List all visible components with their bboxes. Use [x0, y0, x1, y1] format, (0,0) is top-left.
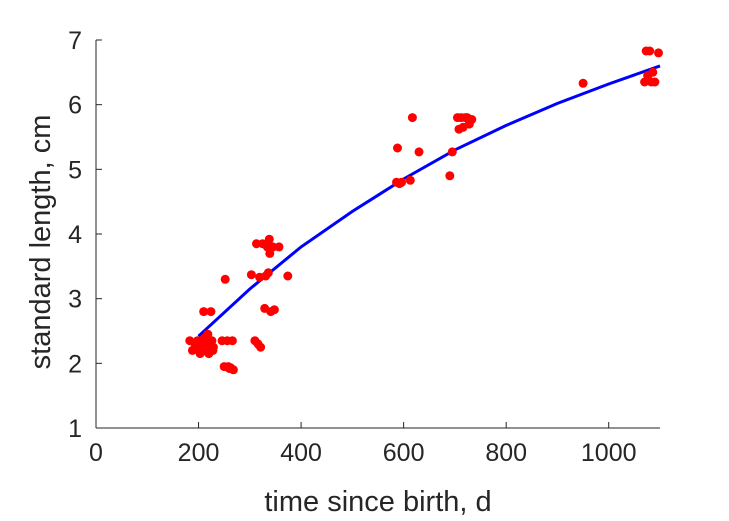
x-ticks: 0 200 400 600 800 1000 — [89, 422, 637, 467]
x-tick-label: 400 — [280, 439, 322, 467]
y-tick-label: 1 — [68, 415, 82, 443]
data-point — [414, 147, 424, 157]
data-point — [445, 171, 455, 181]
x-tick-label: 200 — [178, 439, 220, 467]
y-ticks: 1 2 3 4 5 6 7 — [68, 27, 102, 443]
x-axis: 0 200 400 600 800 1000 time since birth, d — [89, 422, 660, 518]
data-point — [269, 305, 279, 315]
x-tick-label: 1000 — [581, 439, 637, 467]
y-tick-label: 4 — [68, 221, 82, 249]
data-point — [208, 342, 218, 352]
data-point — [648, 67, 658, 77]
y-tick-label: 3 — [68, 286, 82, 314]
data-point — [283, 271, 293, 281]
plot-area — [185, 46, 663, 375]
x-axis-title: time since birth, d — [264, 486, 491, 518]
data-point — [263, 268, 273, 278]
x-tick-label: 600 — [383, 439, 425, 467]
data-point — [447, 147, 457, 157]
y-tick-label: 5 — [68, 156, 82, 184]
x-tick-label: 0 — [89, 439, 103, 467]
data-point — [203, 329, 213, 339]
data-point — [274, 242, 284, 252]
data-point — [467, 115, 477, 124]
data-point — [264, 234, 274, 244]
data-point — [256, 342, 266, 352]
data-point — [220, 274, 230, 284]
data-point — [650, 77, 660, 87]
x-tick-label: 800 — [485, 439, 527, 467]
data-point — [407, 113, 417, 123]
data-point — [645, 46, 655, 56]
data-point — [397, 177, 407, 187]
y-axis-title: standard length, cm — [25, 115, 57, 370]
data-point — [246, 270, 256, 280]
data-point — [228, 365, 238, 375]
data-point — [206, 307, 216, 317]
y-tick-label: 6 — [68, 92, 82, 120]
fit-curve — [197, 64, 661, 338]
y-tick-label: 2 — [68, 350, 82, 378]
data-points — [185, 46, 663, 375]
y-axis: 1 2 3 4 5 6 7 standard length, cm — [25, 27, 102, 443]
data-point — [199, 307, 209, 317]
data-point — [405, 175, 415, 185]
data-point — [654, 48, 663, 58]
data-point — [578, 78, 588, 88]
data-point — [393, 143, 402, 153]
y-tick-label: 7 — [68, 27, 82, 55]
data-point — [227, 336, 237, 346]
